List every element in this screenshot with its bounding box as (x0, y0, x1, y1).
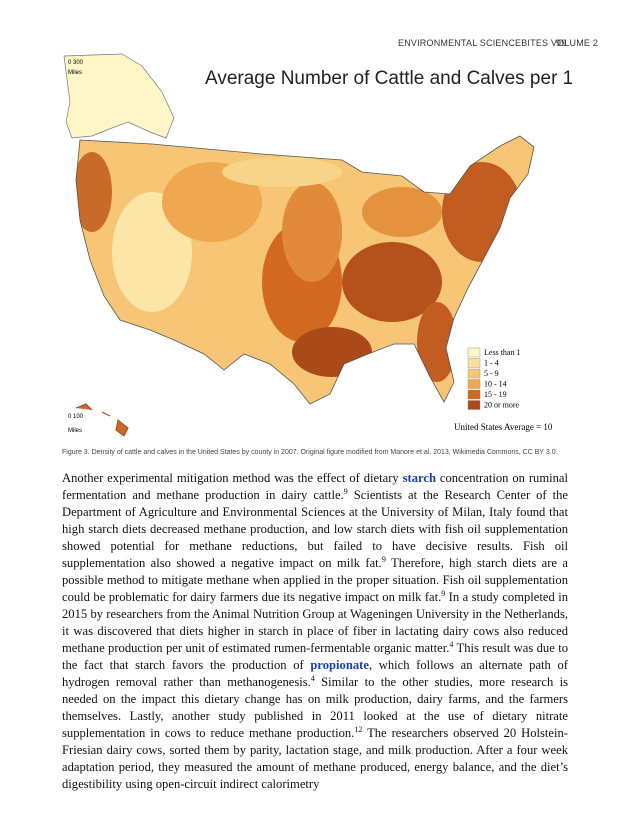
map-title: Average Number of Cattle and Calves per … (205, 68, 572, 89)
legend-label: 5 - 9 (484, 369, 499, 378)
legend-swatch (467, 347, 481, 358)
keyword-link[interactable]: propionate (310, 658, 369, 672)
hawaii-scale: 0 100 (68, 414, 84, 420)
citation: 9 (441, 588, 446, 598)
citation: 4 (449, 639, 454, 649)
hawaii (75, 403, 129, 437)
text: , which follows an alternate path of hyd… (62, 658, 568, 689)
hawaii-unit: Miles (68, 428, 82, 434)
legend-swatch (467, 400, 481, 410)
legend-swatch (467, 389, 481, 400)
text: In a study completed in 2015 by research… (62, 590, 568, 655)
text: This result was due to the fact that sta… (62, 641, 568, 672)
body-paragraph: Another experimental mitigation method w… (62, 470, 568, 793)
alaska (63, 53, 175, 139)
citation: 12 (354, 724, 363, 734)
text: The researchers observed 20 Holstein-Fri… (62, 726, 568, 791)
map-figure: 0 300 Miles 0 100 Miles Average Number o… (63, 53, 572, 437)
legend-label: 10 - 14 (484, 380, 507, 389)
legend-swatch (467, 379, 481, 389)
page-number: 99 (556, 38, 567, 48)
citation: 9 (381, 554, 386, 564)
text: Another experimental mitigation method w… (62, 471, 403, 485)
legend-swatch (467, 358, 481, 368)
legend-label: 20 or more (484, 401, 520, 410)
legend-swatch (467, 368, 481, 379)
average-note: United States Average = 10 (454, 422, 553, 432)
legend-label: Less than 1 (484, 348, 520, 357)
text: Scientists at the Research Center of the… (62, 488, 568, 570)
alaska-scale: 0 300 (68, 60, 84, 66)
citation: 9 (343, 486, 348, 496)
keyword-link[interactable]: starch (402, 471, 436, 485)
running-title: ENVIRONMENTAL SCIENCEBITES VOLUME 2 (398, 38, 599, 48)
alaska-unit: Miles (68, 70, 82, 76)
text: concentration on ruminal fermentation an… (62, 471, 568, 502)
text: Similar to the other studies, more resea… (62, 675, 568, 740)
legend-label: 15 - 19 (484, 390, 507, 399)
figure-caption: Figure 3. Density of cattle and calves i… (62, 449, 558, 456)
text: Therefore, high starch diets are a possi… (62, 556, 568, 604)
legend-label: 1 - 4 (484, 359, 499, 368)
citation: 4 (310, 673, 315, 683)
